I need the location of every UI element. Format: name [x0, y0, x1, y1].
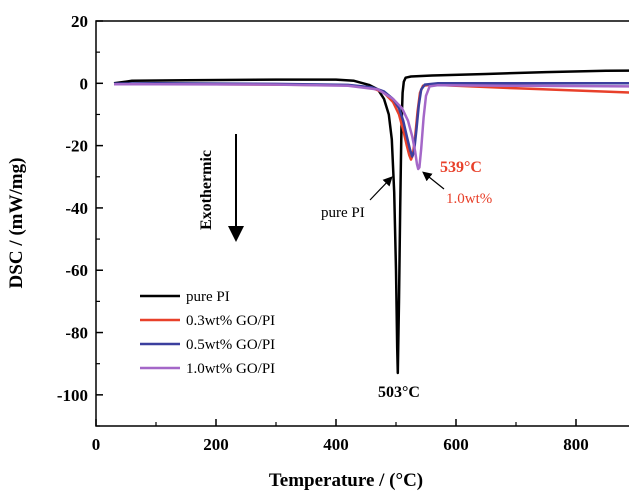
annotation-exothermic: Exothermic: [198, 150, 215, 230]
x-tick-label: 200: [203, 435, 229, 454]
y-tick-label: -40: [65, 199, 88, 218]
annotation-1-0wt: 1.0wt%: [446, 191, 492, 207]
series-layer: [113, 69, 629, 375]
y-axis-title: DSC / (mW/mg): [6, 158, 27, 289]
x-tick-label: 800: [563, 435, 589, 454]
y-tick-label: 0: [80, 74, 89, 93]
annotation-503c: 503°C: [378, 384, 420, 401]
x-tick-label: 0: [92, 435, 101, 454]
legend-label-pure-pi: pure PI: [186, 289, 230, 305]
y-tick-label: -60: [65, 261, 88, 280]
x-tick-label: 600: [443, 435, 469, 454]
legend-label-1-0wt: 1.0wt% GO/PI: [186, 361, 275, 377]
series-line-2: [113, 82, 629, 158]
series-line-0: [113, 69, 629, 375]
y-tick-label: -100: [57, 386, 88, 405]
series-line-3: [114, 82, 629, 171]
legend-label-0-5wt: 0.5wt% GO/PI: [186, 337, 275, 353]
legend: pure PI 0.3wt% GO/PI 0.5wt% GO/PI 1.0wt%…: [140, 289, 275, 377]
legend-label-0-3wt: 0.3wt% GO/PI: [186, 313, 275, 329]
plot-frame: [95, 20, 629, 427]
y-tick-label: -80: [65, 324, 88, 343]
y-tick-label: -20: [65, 137, 88, 156]
annotations: Exothermic pure PI 503°C 539°C 1.0wt%: [198, 134, 492, 401]
x-axis-title: Temperature / (°C): [269, 470, 423, 491]
series-line-1: [114, 82, 629, 161]
y-tick-label: 20: [71, 12, 88, 31]
1-0wt-arrow-icon: [422, 171, 445, 190]
x-tick-label: 400: [323, 435, 349, 454]
annotation-pure-pi: pure PI: [321, 205, 365, 221]
pure-pi-arrow-icon: [369, 176, 393, 201]
annotation-539c: 539°C: [440, 159, 482, 176]
